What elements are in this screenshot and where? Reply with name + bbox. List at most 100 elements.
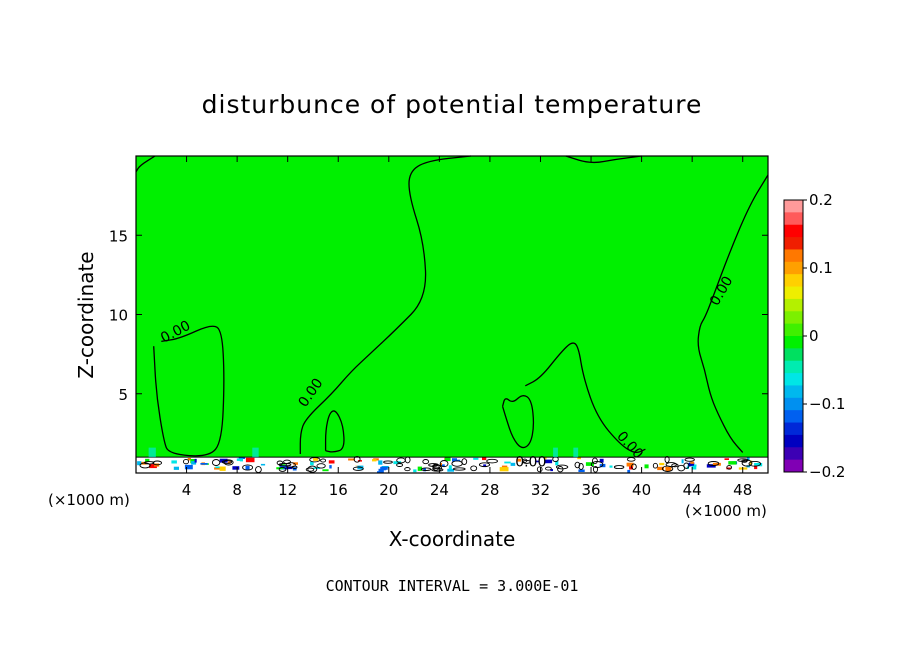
zero-contour — [697, 174, 769, 453]
surface-cell — [285, 466, 293, 470]
surface-cell — [191, 461, 197, 465]
colorbar-swatch — [784, 373, 803, 386]
surface-cell — [184, 464, 193, 470]
surface-contour — [291, 465, 298, 469]
surface-cell — [754, 463, 763, 467]
field-background — [136, 156, 768, 473]
surface-contour — [726, 465, 733, 470]
contour-label: 0.00 — [515, 455, 546, 471]
x-tick-label: 44 — [683, 481, 702, 499]
x-axis: 4 8 12 16 20 24 28 32 36 40 44 48 — [182, 156, 752, 499]
surface-cell — [442, 464, 445, 467]
contour-interval-note: CONTOUR INTERVAL = 3.000E-01 — [326, 577, 579, 595]
surface-cell — [712, 462, 721, 466]
surface-cell — [393, 461, 402, 465]
surface-cell — [728, 461, 737, 465]
colorbar-swatch — [784, 224, 803, 238]
surface-cell — [499, 467, 509, 472]
surface-cell — [219, 466, 226, 471]
surface-cell — [657, 466, 664, 471]
colorbar-tick-label: −0.2 — [809, 463, 845, 481]
y-tick-label: 15 — [109, 227, 128, 245]
surface-cell — [644, 464, 649, 469]
surface-cell — [746, 457, 750, 461]
surface-cell — [329, 465, 332, 469]
surface-contour — [353, 455, 361, 463]
surface-cell — [706, 464, 716, 468]
colorbar-swatch — [784, 311, 803, 325]
surface-contour — [748, 460, 762, 467]
surface-cell — [691, 465, 697, 470]
y-axis: 5 10 15 — [109, 227, 768, 404]
surface-cell — [313, 457, 319, 461]
surface-contour — [320, 458, 327, 463]
surface-cell — [610, 459, 615, 464]
surface-contour — [316, 463, 326, 469]
surface-contour — [352, 466, 364, 471]
y-axis-label: Z-coordinate — [74, 251, 98, 378]
surface-cell — [457, 457, 462, 460]
surface-cell — [693, 464, 697, 467]
surface-contour — [591, 457, 598, 465]
surface-contour — [631, 463, 637, 470]
surface-contour — [652, 462, 658, 469]
surface-cell — [517, 458, 522, 462]
surface-cell — [448, 465, 452, 470]
surface-contour — [278, 463, 292, 467]
surface-contour — [276, 460, 284, 466]
cool-patch — [148, 447, 156, 458]
surface-cell — [410, 458, 420, 462]
surface-cell — [688, 462, 695, 467]
surface-contour — [574, 461, 581, 469]
surface-contour — [741, 459, 748, 463]
x-unit-label-left: (×1000 m) — [48, 491, 130, 509]
surface-contour — [221, 460, 233, 464]
surface-cell — [452, 458, 461, 462]
surface-cell — [577, 457, 581, 460]
colorbar-swatch — [784, 323, 803, 337]
y-tick-label: 10 — [109, 307, 128, 325]
colorbar-tick-label: 0.2 — [809, 191, 833, 209]
surface-contour — [421, 467, 432, 471]
surface-cell — [171, 460, 177, 464]
colorbar-swatch — [784, 385, 803, 399]
surface-cell — [200, 463, 208, 465]
surface-cell — [417, 466, 423, 471]
surface-contour — [439, 460, 449, 468]
colorbar-swatch — [784, 360, 803, 374]
colorbar-swatch — [784, 274, 803, 288]
zero-contour — [565, 155, 642, 164]
surface-layer — [136, 447, 768, 474]
x-tick-label: 28 — [480, 481, 499, 499]
surface-contour — [182, 458, 190, 465]
surface-cell — [423, 468, 426, 472]
surface-cell — [759, 457, 762, 460]
chart-title: disturbunce of potential temperature — [202, 90, 703, 119]
surface-cell — [310, 461, 314, 466]
surface-cell — [245, 457, 255, 463]
surface-cell — [322, 469, 329, 472]
x-tick-label: 20 — [379, 481, 398, 499]
surface-contour — [683, 462, 690, 469]
surface-contour — [305, 467, 315, 472]
zero-contour — [525, 342, 646, 454]
surface-contour — [613, 465, 625, 470]
surface-cell — [447, 468, 454, 472]
surface-contour — [242, 464, 254, 471]
surface-contour — [470, 465, 478, 472]
surface-cell — [355, 461, 365, 466]
surface-cell — [555, 460, 559, 466]
surface-contour — [522, 458, 528, 463]
surface-contour — [536, 466, 543, 473]
surface-cell — [681, 459, 684, 464]
surface-contour — [578, 463, 584, 470]
colorbar-swatch — [784, 200, 803, 213]
surface-cell — [550, 469, 553, 472]
surface-cell — [609, 465, 613, 468]
surface-contour — [139, 462, 151, 469]
surface-cell — [382, 467, 386, 471]
surface-cell — [504, 461, 511, 464]
surface-cell — [724, 458, 729, 460]
surface-cell — [629, 466, 633, 470]
zero-contour — [299, 155, 472, 454]
